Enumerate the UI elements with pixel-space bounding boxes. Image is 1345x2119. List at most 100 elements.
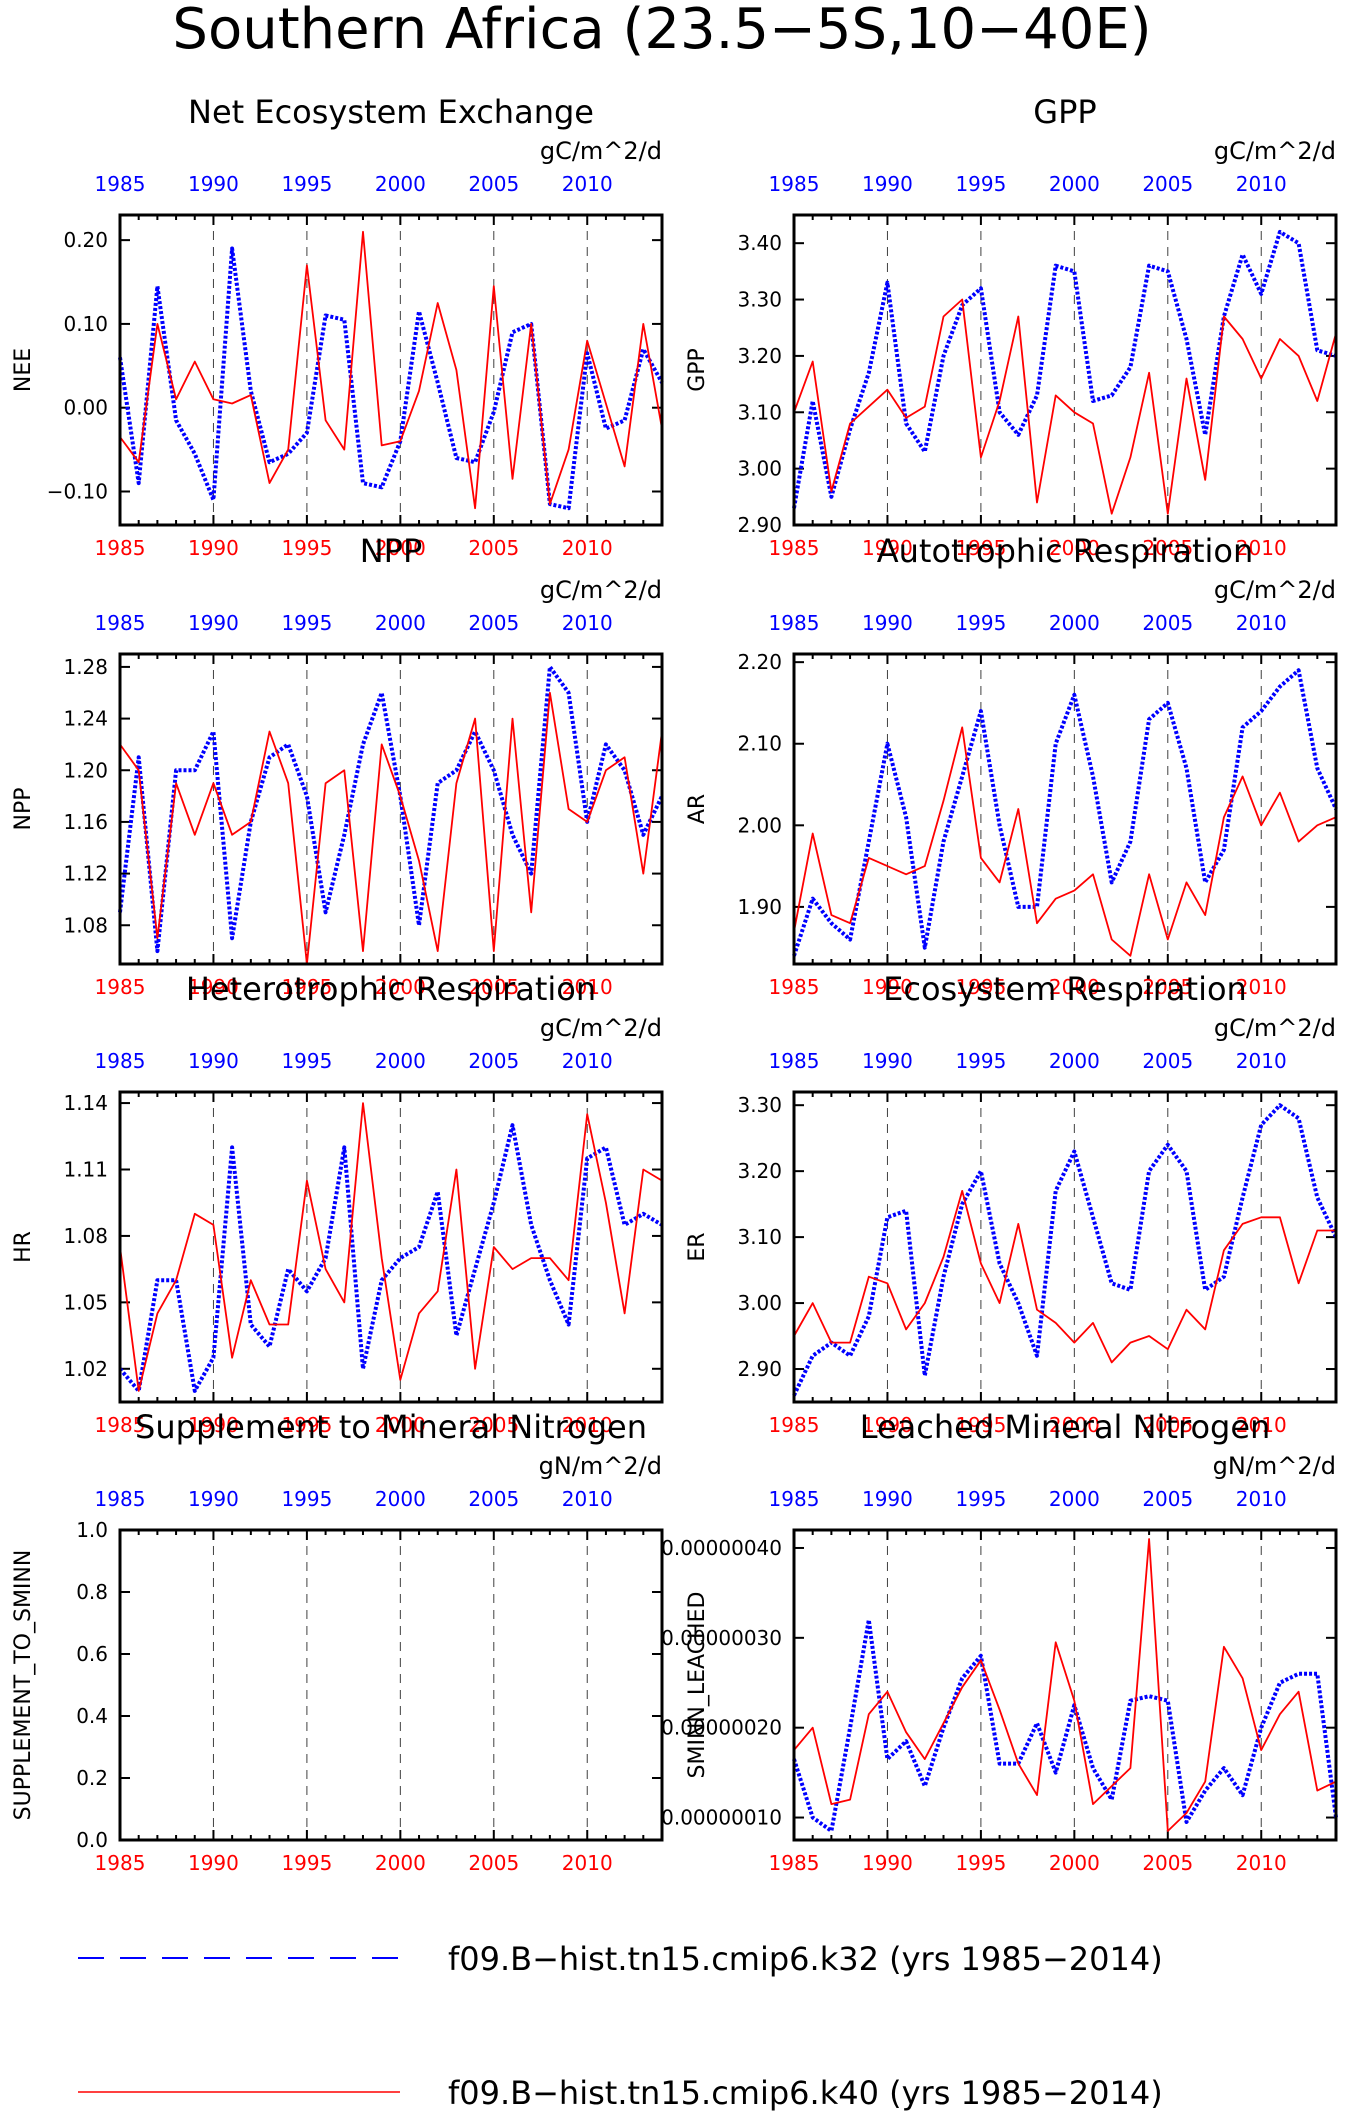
y-tick-label: 2.10 (737, 732, 782, 756)
x-tick-label-bottom: 2010 (1236, 1851, 1287, 1875)
x-tick-label-top: 1995 (955, 611, 1006, 635)
x-tick-label-bottom: 2005 (1142, 1413, 1193, 1437)
x-tick-label-top: 2005 (468, 172, 519, 196)
y-tick-label: 3.20 (737, 1159, 782, 1183)
plot-frame (118, 1528, 664, 1842)
x-tick-label-bottom: 1985 (95, 536, 146, 560)
x-tick-label-bottom: 2010 (562, 1413, 613, 1437)
x-tick-label-bottom: 1995 (281, 975, 332, 999)
panel-title: Supplement to Mineral Nitrogen (135, 1408, 647, 1446)
y-tick-label: 1.08 (63, 1224, 108, 1248)
x-tick-label-top: 2010 (562, 611, 613, 635)
y-tick-label: 0.0 (76, 1828, 108, 1852)
y-tick-label: 0.00000030 (661, 1626, 782, 1650)
x-tick-label-bottom: 2000 (375, 1851, 426, 1875)
series-line-k32 (792, 1103, 1338, 1397)
y-axis-label: GPP (685, 348, 710, 392)
x-tick-label-top: 1990 (862, 1487, 913, 1511)
x-tick-label-bottom: 1985 (95, 1851, 146, 1875)
x-tick-label-top: 2000 (375, 1487, 426, 1511)
x-tick-label-top: 1995 (955, 1487, 1006, 1511)
panel-title: NPP (360, 532, 423, 570)
y-tick-label: 0.00000020 (661, 1716, 782, 1740)
x-tick-label-top: 2000 (1049, 611, 1100, 635)
y-axis-label: NEE (11, 348, 36, 392)
x-tick-label-top: 1990 (862, 611, 913, 635)
plot-frame (792, 652, 1338, 966)
x-tick-label-top: 1990 (188, 1487, 239, 1511)
panel-units: gC/m^2/d (540, 1014, 662, 1042)
plot-frame (118, 213, 664, 527)
x-tick-label-top: 1985 (769, 611, 820, 635)
x-tick-label-bottom: 1995 (281, 1413, 332, 1437)
x-tick-label-bottom: 1990 (188, 975, 239, 999)
y-tick-label: 0.6 (76, 1642, 108, 1666)
x-tick-label-bottom: 2005 (1142, 1851, 1193, 1875)
x-tick-label-bottom: 2010 (562, 975, 613, 999)
y-tick-label: 0.8 (76, 1580, 108, 1604)
y-axis-label: SUPPLEMENT_TO_SMINN (11, 1550, 36, 1821)
y-tick-label: 1.02 (63, 1357, 108, 1381)
x-tick-label-top: 1995 (281, 1049, 332, 1073)
series-line-k32 (118, 246, 664, 511)
x-tick-label-bottom: 2005 (468, 536, 519, 560)
series-line-k40 (793, 298, 1337, 515)
plot-frame (118, 652, 664, 966)
x-tick-label-bottom: 1990 (862, 1413, 913, 1437)
x-tick-label-bottom: 1985 (769, 1413, 820, 1437)
series-line-k40 (119, 230, 663, 510)
plot-frame (118, 1090, 664, 1404)
y-tick-label: 1.11 (63, 1158, 108, 1182)
x-tick-label-top: 2005 (1142, 1049, 1193, 1073)
panel-units: gN/m^2/d (539, 1452, 662, 1480)
series-line-k32 (118, 664, 664, 954)
panel-units: gN/m^2/d (1213, 1452, 1336, 1480)
x-tick-label-top: 1995 (281, 611, 332, 635)
x-tick-label-bottom: 1990 (188, 1851, 239, 1875)
y-tick-label: 0.20 (63, 228, 108, 252)
y-tick-label: 1.90 (737, 895, 782, 919)
x-tick-label-top: 1995 (955, 1049, 1006, 1073)
legend-label-k32: f09.B−hist.tn15.cmip6.k32 (yrs 1985−2014… (448, 1940, 1163, 1978)
x-tick-label-top: 1990 (862, 1049, 913, 1073)
x-tick-label-top: 2000 (375, 172, 426, 196)
y-tick-label: 1.12 (63, 862, 108, 886)
y-tick-label: 1.08 (63, 913, 108, 937)
x-tick-label-bottom: 1995 (955, 536, 1006, 560)
y-tick-label: 2.00 (737, 813, 782, 837)
y-axis-label: AR (685, 794, 710, 824)
y-tick-label: 1.16 (63, 810, 108, 834)
series-line-k40 (119, 691, 663, 965)
x-tick-label-top: 2005 (1142, 172, 1193, 196)
x-tick-label-top: 2010 (1236, 1049, 1287, 1073)
x-tick-label-bottom: 2010 (562, 536, 613, 560)
x-tick-label-top: 1985 (95, 172, 146, 196)
series-line-k32 (792, 1617, 1338, 1833)
panel-units: gC/m^2/d (1214, 576, 1336, 604)
panel-units: gC/m^2/d (1214, 1014, 1336, 1042)
y-axis-label: HR (11, 1231, 36, 1263)
x-tick-label-bottom: 2010 (562, 1851, 613, 1875)
x-tick-label-top: 2005 (1142, 1487, 1193, 1511)
x-tick-label-bottom: 2000 (1049, 1413, 1100, 1437)
panels-group: Net Ecosystem Exchange gC/m^2/d 1985 1985 19… (11, 93, 1338, 1875)
y-tick-label: 1.28 (63, 655, 108, 679)
y-axis-label: NPP (11, 788, 36, 831)
panel-title: Heterotrophic Respiration (186, 970, 596, 1008)
legend-label-k40: f09.B−hist.tn15.cmip6.k40 (yrs 1985−2014… (448, 2074, 1163, 2112)
y-tick-label: 3.00 (737, 1291, 782, 1315)
x-tick-label-top: 1990 (188, 172, 239, 196)
plot-frame (792, 1528, 1338, 1842)
y-tick-label: 3.10 (737, 1225, 782, 1249)
panel-title: Net Ecosystem Exchange (188, 93, 594, 131)
y-tick-label: 0.10 (63, 312, 108, 336)
x-tick-label-top: 2010 (562, 172, 613, 196)
y-tick-label: 1.24 (63, 707, 108, 731)
y-tick-label: 2.90 (737, 513, 782, 537)
x-tick-label-bottom: 2010 (1236, 536, 1287, 560)
panel-1: Net Ecosystem Exchange gC/m^2/d 1985 1985 19… (11, 93, 664, 560)
x-tick-label-top: 2005 (468, 1049, 519, 1073)
x-tick-label-bottom: 1985 (95, 1413, 146, 1437)
x-tick-label-top: 1985 (95, 1049, 146, 1073)
